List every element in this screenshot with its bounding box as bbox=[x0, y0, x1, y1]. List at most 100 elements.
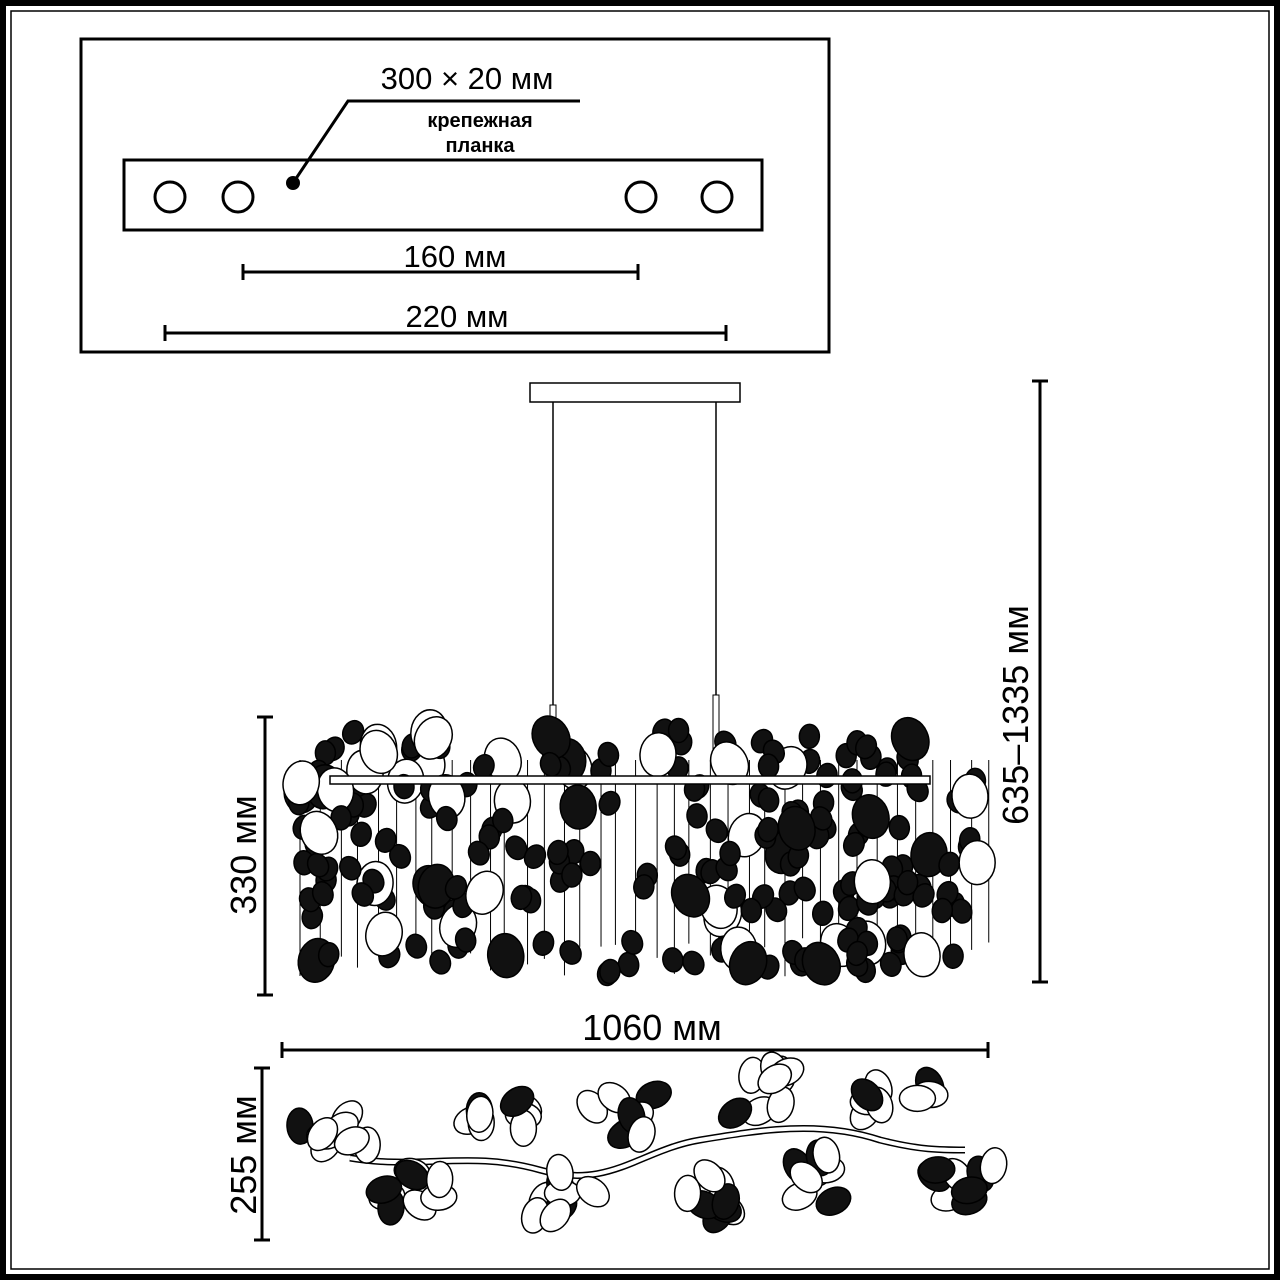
crystal-disc bbox=[851, 794, 890, 840]
crystal-disc bbox=[801, 941, 842, 986]
crystal-disc bbox=[853, 858, 892, 905]
crystal-disc bbox=[717, 1097, 753, 1129]
crystal-disc bbox=[505, 835, 528, 861]
body-height-label: 330 мм bbox=[223, 795, 264, 915]
crystal-disc bbox=[311, 881, 334, 907]
crystal-disc bbox=[705, 818, 728, 844]
depth-label: 255 мм bbox=[223, 1095, 264, 1215]
crystal-disc bbox=[306, 1117, 339, 1152]
crystal-disc bbox=[888, 814, 911, 841]
leader-line bbox=[291, 99, 580, 184]
crystal-disc bbox=[811, 900, 834, 927]
crystal-disc bbox=[317, 942, 340, 968]
plate-name-line2: планка bbox=[445, 135, 515, 157]
mounting-hole bbox=[221, 180, 255, 214]
crystal-disc bbox=[812, 1136, 841, 1174]
crystal-disc bbox=[896, 869, 919, 896]
crystal-disc bbox=[664, 835, 688, 861]
crystal-disc bbox=[492, 807, 514, 834]
crystal-disc bbox=[879, 951, 902, 977]
dim-height: 635–1335 мм bbox=[995, 379, 1048, 984]
mounting-hole bbox=[700, 180, 734, 214]
dim-width: 1060 мм bbox=[280, 1007, 990, 1058]
crystal-disc bbox=[789, 1161, 823, 1194]
chandelier-body bbox=[282, 709, 996, 987]
plate-size-label: 300 × 20 мм bbox=[381, 61, 554, 96]
crystal-disc bbox=[531, 715, 571, 760]
crystal-disc bbox=[711, 1183, 741, 1220]
crystal-disc bbox=[299, 810, 339, 855]
crystal-disc bbox=[374, 827, 397, 853]
top-view bbox=[286, 1051, 1008, 1234]
dim-160-label: 160 мм bbox=[404, 239, 507, 274]
crystal-disc bbox=[389, 843, 412, 869]
crystal-disc bbox=[903, 932, 941, 978]
crystal-disc bbox=[429, 949, 452, 975]
dim-220-label: 220 мм bbox=[406, 299, 509, 334]
crystal-disc bbox=[842, 831, 865, 857]
crystal-disc bbox=[333, 1126, 370, 1156]
crystal-disc bbox=[486, 932, 525, 979]
crystal-disc bbox=[931, 897, 954, 924]
mounting-hole bbox=[624, 180, 658, 214]
crystal-disc bbox=[815, 1186, 852, 1216]
crystal-disc bbox=[918, 1156, 956, 1184]
side-view bbox=[282, 382, 996, 987]
crystal-disc bbox=[719, 840, 741, 867]
crystal-disc bbox=[979, 1147, 1008, 1185]
crystal-disc bbox=[890, 716, 930, 762]
crystal-disc bbox=[478, 824, 501, 850]
crystal-disc bbox=[575, 1175, 610, 1208]
crystal-disc bbox=[465, 870, 504, 915]
crystal-disc bbox=[898, 1084, 937, 1113]
leader-dot bbox=[286, 176, 300, 190]
crystal-disc bbox=[757, 753, 780, 779]
crystal-disc bbox=[454, 927, 477, 953]
crystal-disc bbox=[627, 1116, 656, 1153]
chandelier-top-discs bbox=[286, 1051, 1008, 1234]
crystal-disc bbox=[854, 734, 878, 760]
crystal-disc bbox=[793, 876, 816, 902]
crystal-disc bbox=[359, 729, 399, 775]
crystal-disc bbox=[798, 723, 821, 750]
crystal-disc bbox=[546, 1153, 574, 1191]
crystal-disc bbox=[282, 760, 321, 806]
crystal-disc bbox=[510, 884, 533, 911]
crystal-disc bbox=[405, 933, 428, 959]
frame-wave-inner bbox=[349, 1126, 966, 1178]
crystal-disc bbox=[425, 1160, 454, 1199]
crystal-disc bbox=[561, 862, 583, 888]
crystal-disc bbox=[686, 803, 708, 829]
crystal-disc bbox=[633, 874, 655, 900]
crystal-disc bbox=[350, 821, 372, 848]
chandelier-frame-bar bbox=[329, 775, 931, 785]
crystal-disc bbox=[724, 883, 747, 909]
height-range-label: 635–1335 мм bbox=[995, 605, 1036, 825]
crystal-disc bbox=[351, 882, 375, 907]
crystal-disc bbox=[670, 873, 711, 918]
ceiling-canopy bbox=[529, 382, 741, 403]
dim-220: 220 мм bbox=[163, 299, 728, 341]
crystal-disc bbox=[499, 1085, 535, 1118]
mounting-hole bbox=[153, 180, 187, 214]
mounting-plate bbox=[122, 158, 764, 232]
crystal-disc bbox=[547, 839, 569, 866]
crystal-disc bbox=[532, 930, 555, 956]
crystal-disc bbox=[413, 716, 454, 760]
crystal-disc bbox=[523, 844, 547, 869]
crystal-disc bbox=[958, 839, 996, 886]
width-label: 1060 мм bbox=[582, 1007, 722, 1048]
crystal-disc bbox=[942, 943, 964, 970]
crystal-disc bbox=[597, 741, 620, 768]
crystal-disc bbox=[757, 1063, 793, 1095]
crystal-disc bbox=[777, 805, 816, 851]
crystal-disc bbox=[757, 816, 779, 843]
dim-depth: 255 мм bbox=[223, 1066, 270, 1242]
crystal-disc bbox=[365, 911, 403, 957]
plate-name-line1: крепежная bbox=[427, 110, 532, 132]
crystal-disc bbox=[435, 805, 458, 832]
mounting-plate-detail: 300 × 20 мм крепежная планка 160 мм 220 … bbox=[79, 37, 831, 354]
crystal-disc bbox=[837, 895, 860, 922]
